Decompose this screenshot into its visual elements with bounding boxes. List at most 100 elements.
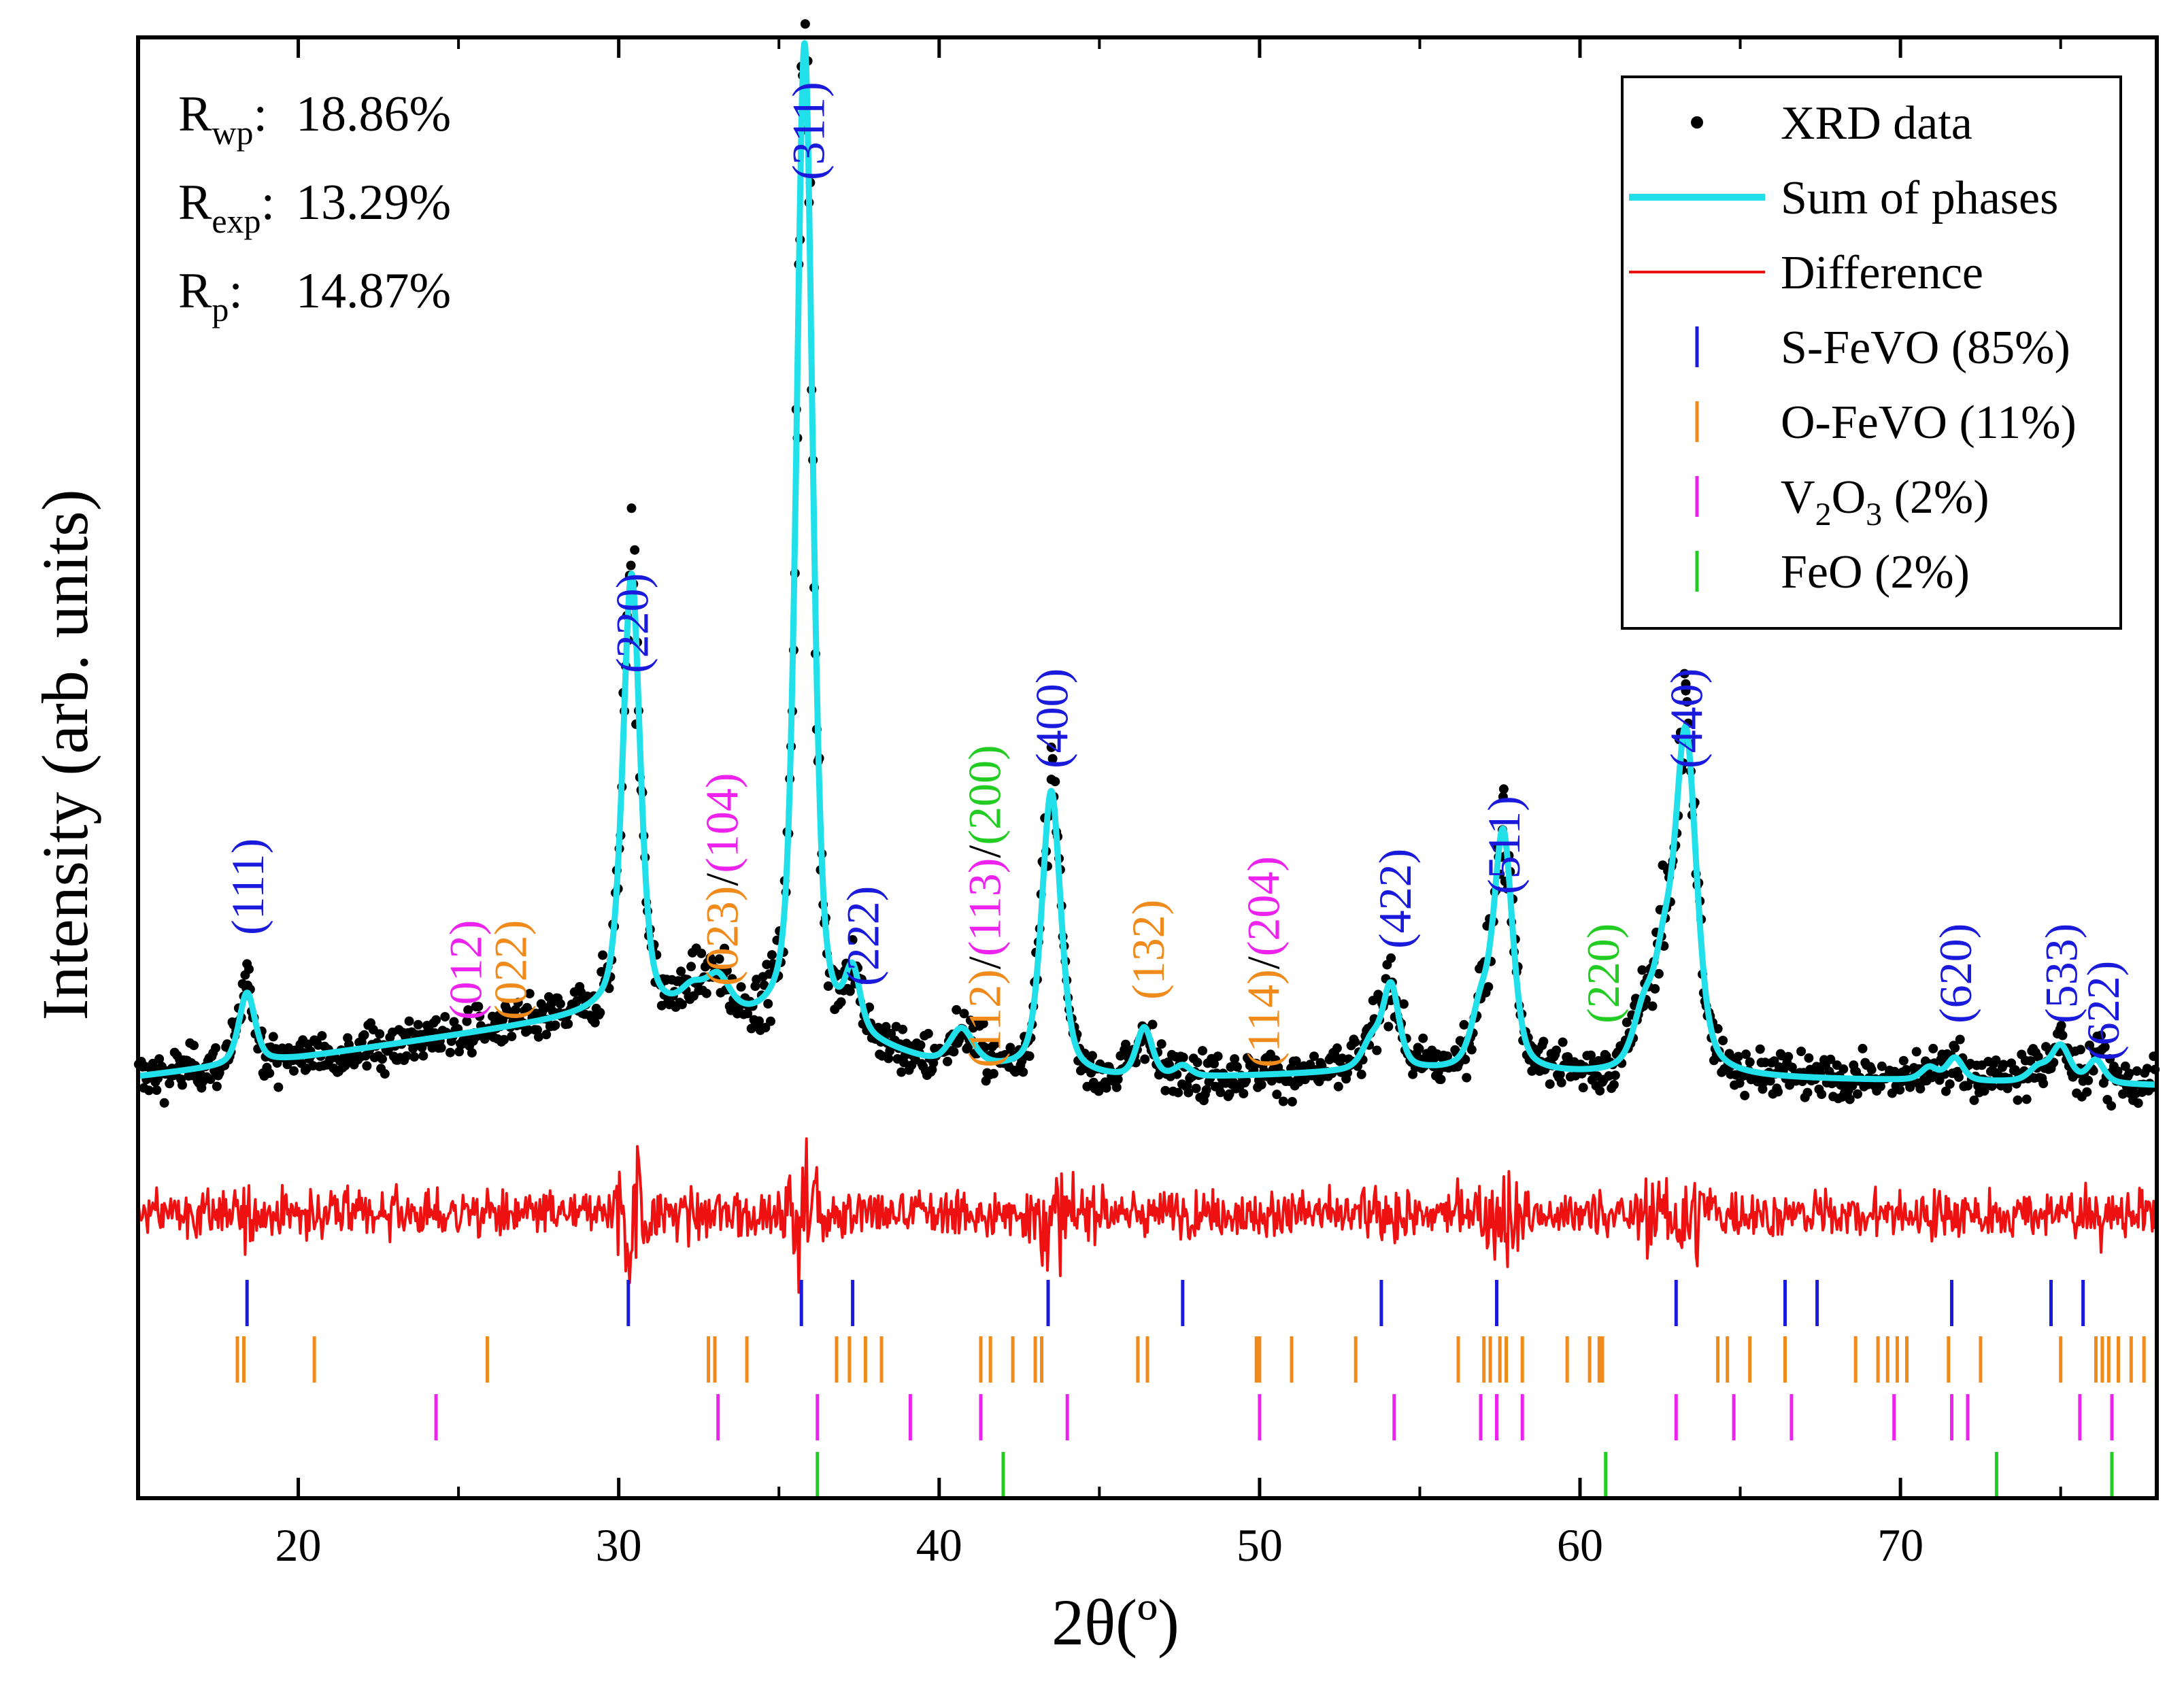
xrd-point (1272, 1089, 1282, 1100)
xrd-point (2038, 1079, 2049, 1089)
peak-annotation: (622) (2077, 961, 2129, 1061)
xrd-point (178, 1080, 187, 1090)
xrd-point (823, 981, 833, 992)
annotation-part: (104) (696, 773, 747, 873)
legend-label: S-FeVO (85%) (1781, 322, 2070, 374)
xrd-point (959, 1009, 969, 1019)
xrd-point (1895, 1085, 1905, 1095)
xrd-point (1905, 1082, 1915, 1092)
xrd-point (1113, 1075, 1123, 1085)
xrd-point (1622, 1017, 1632, 1028)
xrd-point (1418, 1033, 1428, 1043)
xrd-point (864, 1002, 875, 1013)
xrd-point (513, 998, 523, 1008)
legend-label: V2O3 (2%) (1781, 471, 1989, 532)
xrd-point (1733, 1051, 1743, 1062)
xrd-point (1173, 1087, 1183, 1098)
xrd-point (881, 1021, 891, 1032)
xrd-point (2075, 1045, 2085, 1055)
xrd-point (1101, 1083, 1111, 1093)
xrd-point (1783, 1051, 1794, 1062)
xrd-point (1578, 1083, 1588, 1093)
legend-label: Difference (1781, 247, 1983, 299)
annotation-part: (220) (1577, 924, 1629, 1023)
xrd-point (979, 1043, 990, 1052)
peak-annotation: (012) (440, 920, 492, 1020)
x-tick-label: 30 (596, 1519, 642, 1571)
xrd-point (884, 1053, 894, 1064)
xrd-point (1941, 1086, 1951, 1096)
xrd-point (1266, 1076, 1277, 1086)
xrd-point (1230, 1054, 1240, 1064)
xrd-point (760, 1023, 771, 1032)
annotation-part: / (959, 956, 1011, 969)
xrd-point (2106, 1101, 2117, 1111)
xrd-point (268, 1032, 278, 1042)
xrd-point (1991, 1055, 2001, 1065)
xrd-point (1969, 1095, 1979, 1105)
peak-annotation: (022) (485, 920, 537, 1020)
legend-sub: 2 (1815, 496, 1832, 532)
xrd-point (380, 1069, 390, 1079)
xrd-point (445, 1047, 455, 1058)
legend: XRD data Sum of phases Difference S-FeVO (8… (1621, 75, 2122, 630)
peak-annotation: (220) (607, 573, 658, 673)
annotation-part: / (959, 845, 1011, 858)
xrd-point (595, 1008, 605, 1017)
annotation-part: (622) (2077, 961, 2129, 1061)
xrd-point (1755, 1044, 1765, 1054)
xrd-point (1414, 1044, 1424, 1054)
annotation-part: (422) (1369, 849, 1421, 949)
xrd-point (2056, 1020, 2066, 1030)
xrd-point (1998, 1060, 2009, 1070)
xrd-point (1287, 1097, 1297, 1106)
xrd-point (727, 974, 737, 984)
peak-annotation: (114)/(204) (1238, 856, 1290, 1068)
xrd-point (1350, 1037, 1360, 1047)
xrd-point (1845, 1094, 1855, 1104)
xrd-point (626, 503, 637, 513)
annotation-part: (311) (783, 82, 835, 180)
legend-label: XRD data (1781, 97, 1972, 150)
xrd-point (189, 1040, 199, 1051)
xrd-point (1201, 1085, 1211, 1095)
xrd-point (1745, 1057, 1755, 1067)
x-tick-label: 40 (916, 1519, 962, 1571)
xrd-point (152, 1085, 162, 1095)
xrd-point (1877, 1061, 1887, 1071)
xrd-point (2057, 1030, 2068, 1040)
xrd-point (1443, 1051, 1452, 1062)
peak-annotation: (023)/(104) (696, 773, 747, 987)
xrd-point (767, 950, 777, 960)
xrd-point (317, 1031, 327, 1041)
xrd-point (212, 1081, 222, 1092)
xrd-point (1278, 1096, 1288, 1106)
xrd-point (413, 1019, 423, 1030)
stat-symbol: R (178, 86, 212, 142)
xrd-point (1192, 1058, 1203, 1068)
stat-value: 13.29% (296, 175, 451, 231)
xrd-point (736, 982, 746, 992)
stat-subscript: wp (212, 114, 253, 152)
xrd-point (1191, 1083, 1201, 1094)
xrd-point (563, 1019, 573, 1029)
xrd-point (1928, 1043, 1938, 1053)
xrd-point (1213, 1051, 1223, 1062)
peak-annotation: (112)/(113)/(200) (959, 745, 1011, 1068)
xrd-point (462, 1016, 472, 1026)
xrd-point (899, 1058, 909, 1068)
annotation-part: (012) (440, 920, 492, 1020)
xrd-point (273, 1082, 284, 1092)
y-axis-label: Intensity (arb. units) (29, 489, 101, 1020)
xrd-point (1050, 777, 1060, 787)
xrd-point (533, 1032, 543, 1042)
xrd-point (1018, 1067, 1028, 1077)
xrd-point (1609, 1080, 1619, 1089)
xrd-point (1545, 1079, 1555, 1089)
fit-statistics: Rwp: 18.86%Rexp: 13.29%Rp: 14.87% (178, 86, 451, 328)
xrd-point (511, 1004, 520, 1015)
xrd-point (677, 1000, 687, 1009)
peak-annotation: (511) (1478, 796, 1530, 894)
xrd-point (1740, 1090, 1750, 1100)
xrd-point (1647, 1001, 1658, 1011)
